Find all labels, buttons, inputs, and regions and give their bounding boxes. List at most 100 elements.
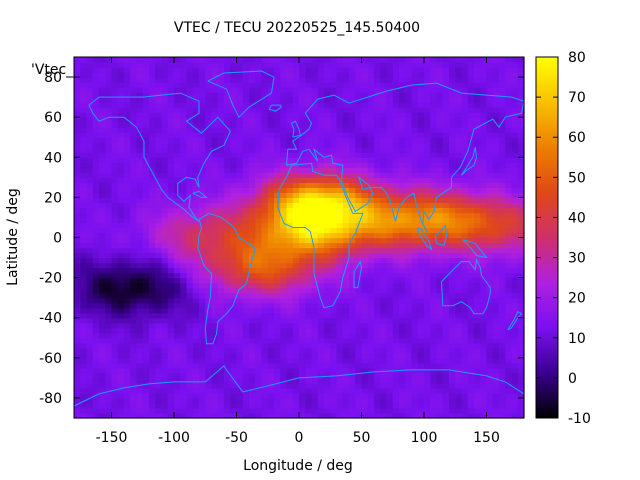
heatmap-cell — [342, 382, 350, 389]
heatmap-cell — [274, 202, 281, 209]
heatmap-cell — [305, 277, 313, 284]
heatmap-cell — [286, 257, 294, 264]
heatmap-cell — [405, 147, 413, 153]
heatmap-cell — [361, 187, 369, 193]
heatmap-cell — [149, 322, 156, 329]
heatmap-cell — [392, 247, 400, 254]
heatmap-cell — [299, 87, 306, 93]
heatmap-cell — [505, 167, 513, 173]
heatmap-cell — [442, 87, 450, 93]
heatmap-cell — [149, 217, 156, 224]
heatmap-cell — [105, 72, 113, 78]
heatmap-cell — [224, 412, 231, 419]
heatmap-cell — [242, 332, 250, 339]
heatmap-cell — [505, 247, 513, 254]
heatmap-cell — [386, 217, 394, 224]
heatmap-cell — [199, 112, 206, 118]
heatmap-cell — [180, 222, 188, 229]
heatmap-cell — [461, 337, 469, 344]
heatmap-cell — [174, 242, 181, 249]
heatmap-cell — [205, 412, 213, 419]
heatmap-cell — [236, 132, 244, 138]
heatmap-cell — [505, 72, 513, 78]
heatmap-cell — [167, 182, 175, 188]
heatmap-cell — [80, 117, 88, 123]
heatmap-cell — [361, 332, 369, 339]
heatmap-cell — [205, 117, 213, 123]
heatmap-cell — [286, 177, 294, 183]
heatmap-cell — [361, 287, 369, 294]
heatmap-cell — [305, 122, 313, 128]
heatmap-cell — [467, 397, 475, 404]
heatmap-cell — [149, 192, 156, 198]
heatmap-cell — [455, 97, 463, 103]
heatmap-cell — [149, 132, 156, 138]
heatmap-cell — [342, 197, 350, 203]
heatmap-cell — [355, 267, 363, 274]
heatmap-cell — [249, 327, 256, 334]
heatmap-cell — [467, 172, 475, 178]
heatmap-cell — [449, 277, 456, 284]
heatmap-cell — [399, 377, 406, 384]
heatmap-cell — [99, 187, 106, 193]
heatmap-cell — [324, 257, 331, 264]
heatmap-cell — [192, 147, 200, 153]
heatmap-cell — [199, 307, 206, 314]
heatmap-cell — [330, 352, 338, 359]
heatmap-cell — [217, 312, 225, 319]
heatmap-cell — [149, 317, 156, 324]
heatmap-cell — [249, 262, 256, 269]
heatmap-cell — [311, 157, 319, 163]
heatmap-cell — [124, 272, 131, 279]
heatmap-cell — [217, 377, 225, 384]
heatmap-cell — [492, 377, 500, 384]
heatmap-cell — [142, 357, 150, 364]
heatmap-cell — [317, 132, 325, 138]
heatmap-cell — [92, 267, 100, 274]
heatmap-cell — [330, 122, 338, 128]
heatmap-cell — [199, 377, 206, 384]
heatmap-cell — [167, 382, 175, 389]
heatmap-cell — [161, 377, 169, 384]
heatmap-cell — [249, 162, 256, 168]
heatmap-cell — [274, 332, 281, 339]
heatmap-cell — [167, 312, 175, 319]
heatmap-cell — [330, 382, 338, 389]
heatmap-cell — [255, 357, 263, 364]
heatmap-cell — [199, 317, 206, 324]
heatmap-cell — [474, 352, 481, 359]
heatmap-cell — [386, 362, 394, 369]
heatmap-cell — [292, 392, 300, 399]
heatmap-cell — [380, 207, 388, 214]
heatmap-cell — [499, 202, 506, 209]
heatmap-cell — [311, 297, 319, 304]
heatmap-cell — [436, 117, 444, 123]
heatmap-cell — [186, 92, 194, 98]
heatmap-cell — [117, 217, 125, 224]
heatmap-cell — [405, 107, 413, 113]
heatmap-cell — [424, 332, 431, 339]
heatmap-cell — [424, 227, 431, 234]
heatmap-cell — [392, 112, 400, 118]
heatmap-cell — [367, 192, 375, 198]
heatmap-cell — [486, 252, 494, 259]
heatmap-cell — [186, 122, 194, 128]
heatmap-cell — [74, 187, 81, 193]
heatmap-cell — [136, 362, 144, 369]
heatmap-cell — [261, 102, 269, 108]
heatmap-cell — [467, 142, 475, 148]
heatmap-cell — [505, 212, 513, 219]
heatmap-cell — [292, 372, 300, 379]
heatmap-cell — [124, 157, 131, 163]
heatmap-cell — [467, 77, 475, 83]
heatmap-cell — [317, 97, 325, 103]
heatmap-cell — [286, 232, 294, 239]
heatmap-cell — [305, 292, 313, 299]
heatmap-cell — [474, 172, 481, 178]
heatmap-cell — [186, 147, 194, 153]
heatmap-cell — [236, 192, 244, 198]
heatmap-cell — [167, 347, 175, 354]
heatmap-cell — [155, 267, 163, 274]
heatmap-cell — [111, 402, 119, 409]
heatmap-cell — [517, 372, 525, 379]
